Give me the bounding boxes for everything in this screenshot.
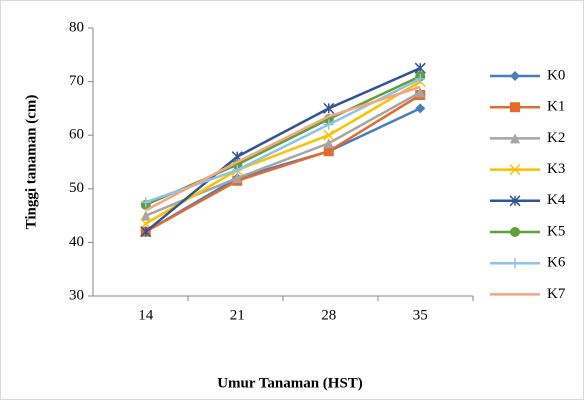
x-axis-title: Umur Tanaman (HST) — [217, 375, 363, 391]
marker — [415, 73, 426, 84]
marker — [140, 210, 151, 221]
x-tick-label: 28 — [321, 307, 336, 323]
marker — [232, 173, 243, 184]
legend-label: K5 — [547, 223, 565, 239]
series-line — [145, 80, 421, 225]
legend-marker — [510, 102, 520, 113]
x-tick-label: 14 — [138, 307, 154, 323]
legend-label: K6 — [547, 255, 566, 271]
legend-label: K1 — [547, 99, 565, 115]
legend-label: K0 — [547, 67, 565, 83]
legend-label: K3 — [547, 161, 565, 177]
x-tick-label: 35 — [413, 307, 428, 323]
marker — [140, 218, 152, 230]
legend-marker — [509, 195, 521, 207]
x-tick-label: 21 — [230, 307, 245, 323]
marker — [140, 226, 152, 238]
y-axis-title: Tinggi tanaman (cm) — [23, 95, 39, 230]
series-line — [145, 85, 421, 212]
marker — [323, 138, 334, 149]
y-tick-label: 40 — [69, 234, 84, 250]
marker — [323, 102, 335, 114]
y-tick-label: 80 — [69, 19, 84, 35]
marker — [415, 103, 426, 114]
marker — [323, 146, 334, 157]
legend-marker — [510, 258, 520, 269]
y-tick-label: 60 — [69, 127, 84, 143]
legend-marker — [509, 164, 521, 176]
y-tick-label: 70 — [69, 73, 84, 89]
marker — [323, 119, 334, 130]
y-tick-label: 50 — [69, 180, 84, 196]
legend-marker — [510, 71, 520, 81]
marker — [323, 129, 335, 141]
legend-marker — [510, 133, 520, 144]
y-tick-label: 30 — [69, 287, 84, 303]
marker — [415, 87, 426, 98]
legend-marker — [510, 227, 520, 237]
series-line — [145, 93, 421, 233]
legend-label: K7 — [547, 286, 566, 302]
marker — [140, 197, 151, 208]
legend-label: K4 — [547, 192, 566, 208]
legend-label: K2 — [547, 130, 565, 146]
marker — [232, 165, 243, 176]
series-line — [144, 67, 421, 233]
